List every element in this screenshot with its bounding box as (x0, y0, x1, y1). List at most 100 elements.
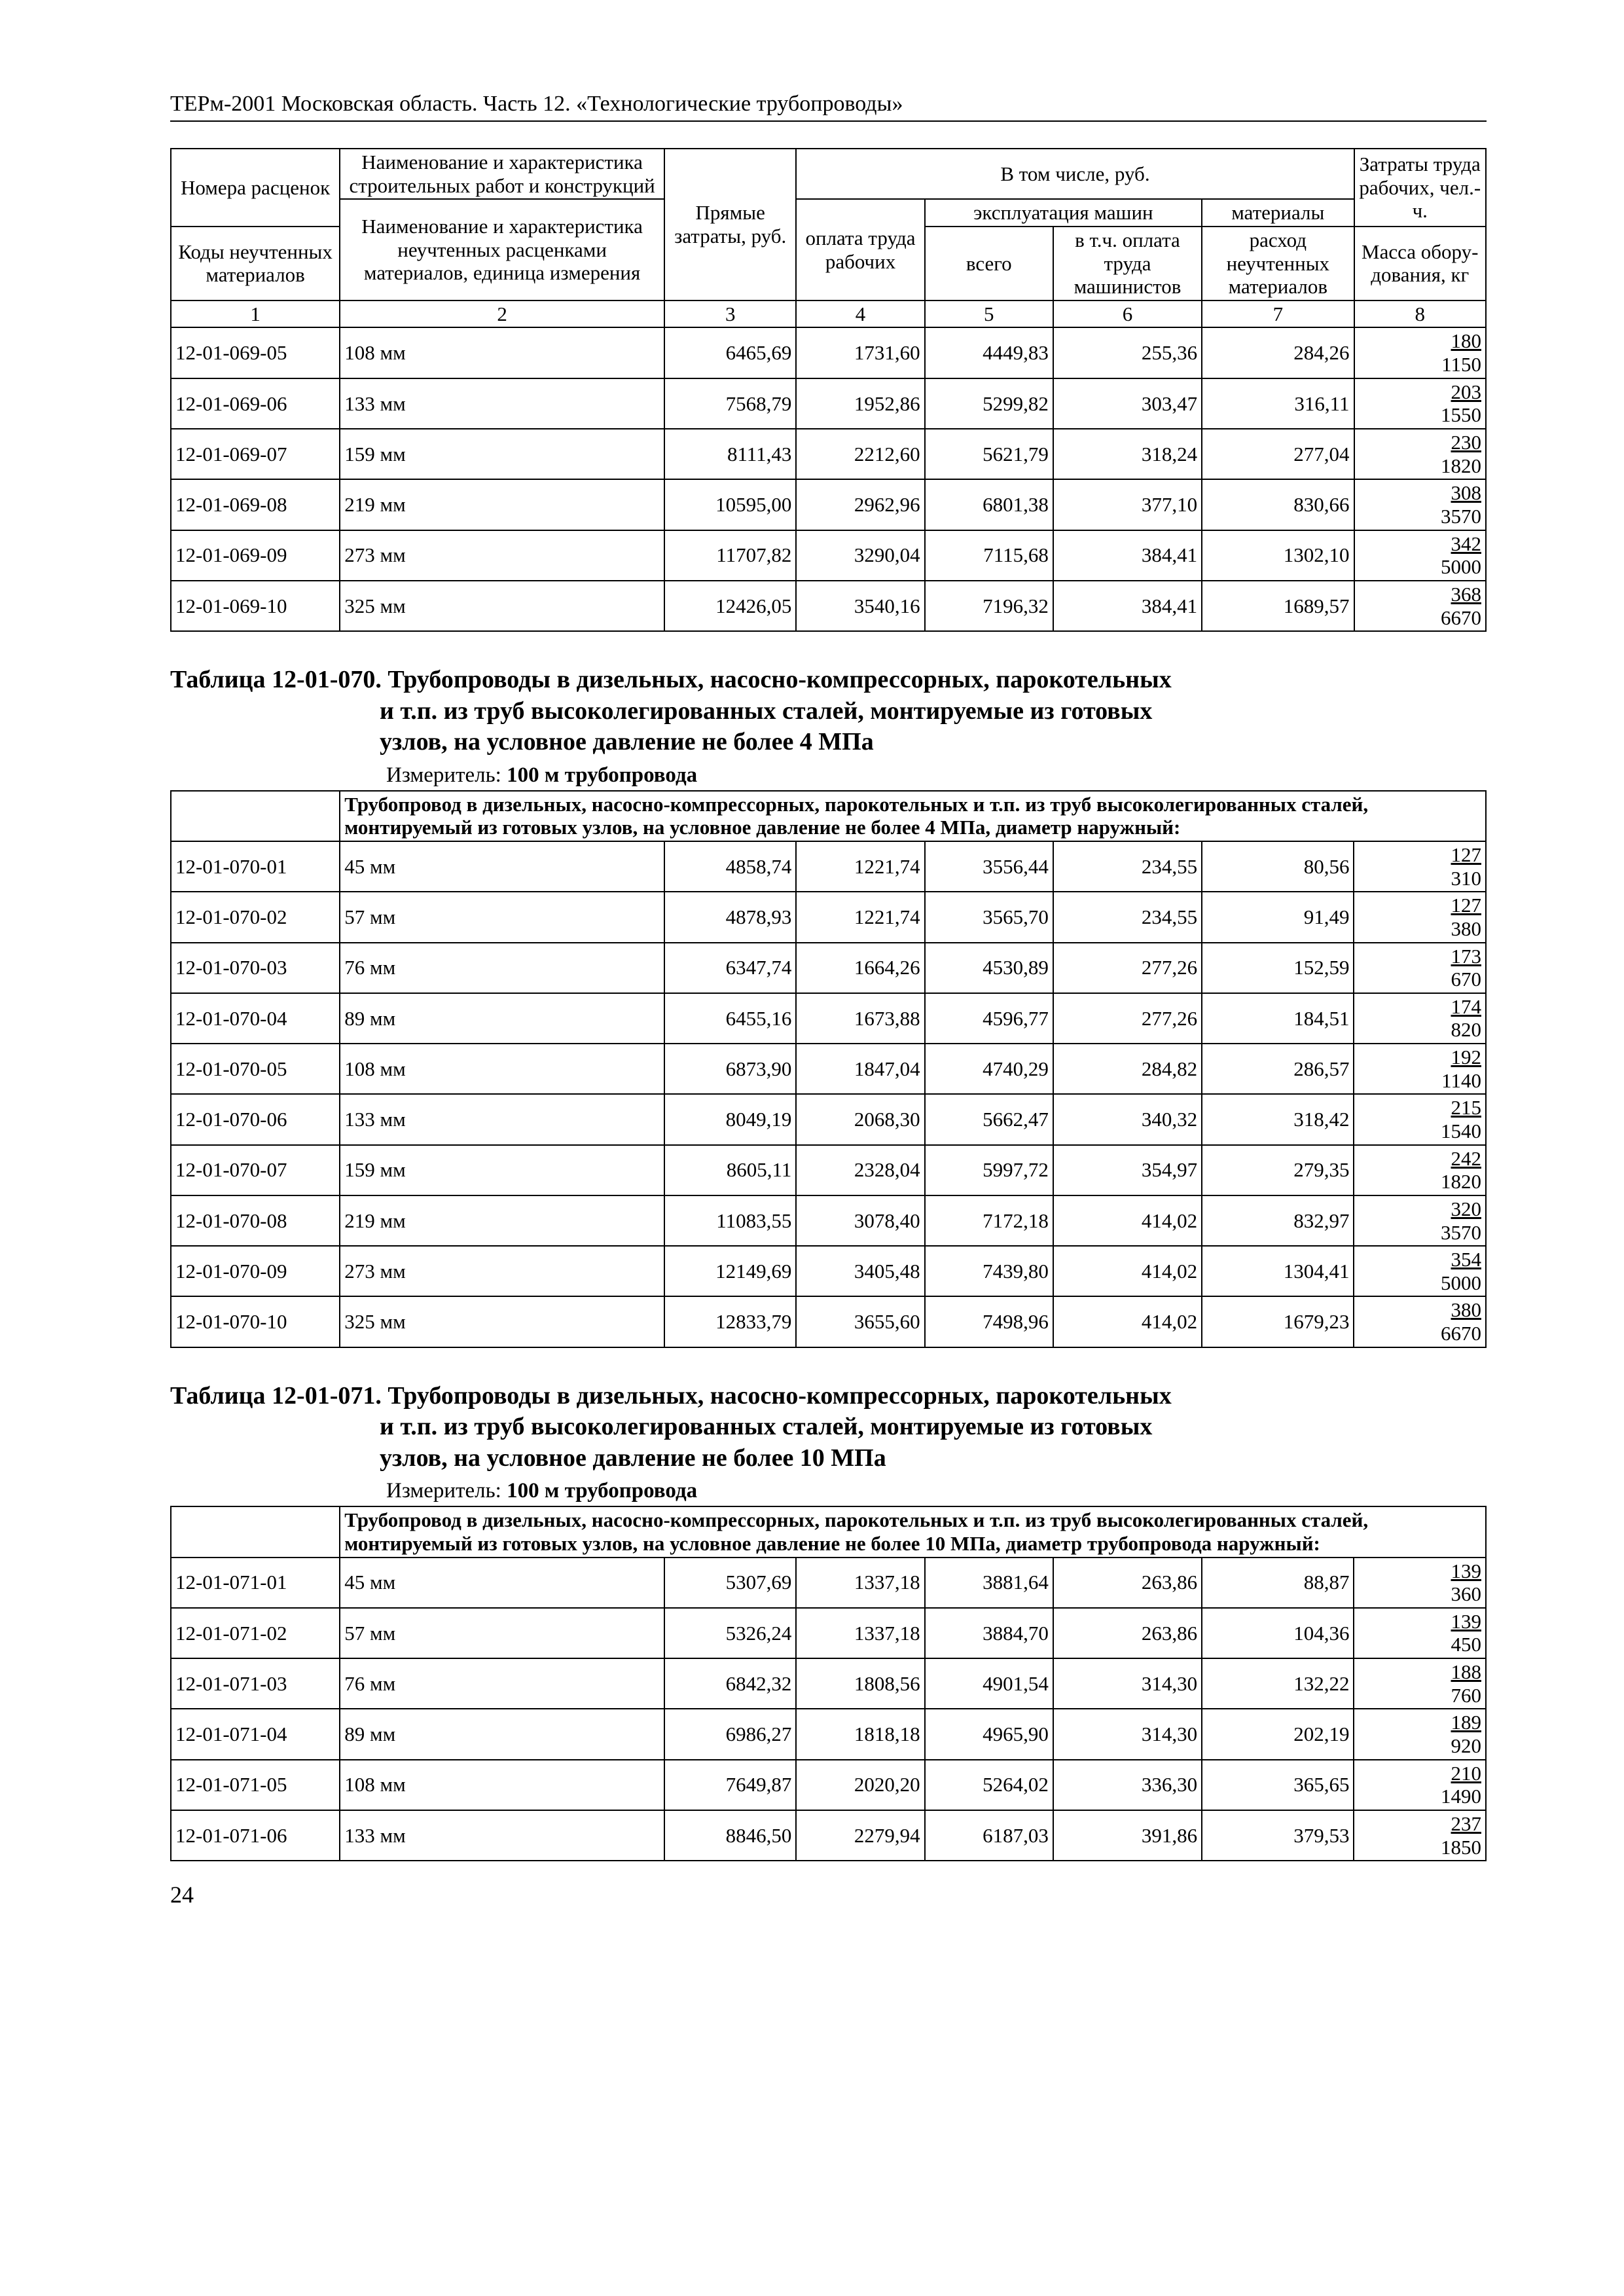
cell-c4: 2962,96 (796, 479, 924, 530)
cell-code: 12-01-069-08 (171, 479, 340, 530)
cell-c7: 152,59 (1202, 943, 1354, 993)
sec070-measure-value: 100 м трубопровода (507, 763, 697, 787)
cell-name: 273 мм (340, 1246, 664, 1296)
cell-c8: 139360 (1354, 1558, 1486, 1608)
cell-c5: 7439,80 (925, 1246, 1053, 1296)
cell-c3: 7568,79 (664, 378, 796, 429)
cell-c3: 8049,19 (664, 1094, 796, 1144)
h-mat-un: расход неучтенных материалов (1202, 227, 1354, 301)
cell-c6: 384,41 (1053, 581, 1202, 631)
table-row: 12-01-070-08219 мм11083,553078,407172,18… (171, 1195, 1486, 1246)
cell-c7: 1689,57 (1202, 581, 1354, 631)
cell-c5: 7115,68 (925, 530, 1053, 581)
cell-code: 12-01-070-09 (171, 1246, 340, 1296)
cell-c4: 1731,60 (796, 327, 924, 378)
cell-c8: 2151540 (1354, 1094, 1486, 1144)
cell-code: 12-01-069-06 (171, 378, 340, 429)
cell-code: 12-01-069-05 (171, 327, 340, 378)
cell-c3: 6455,16 (664, 993, 796, 1044)
colnum-1: 1 (171, 301, 340, 328)
cell-name: 219 мм (340, 479, 664, 530)
cell-c5: 5621,79 (925, 429, 1053, 479)
h-code-top: Номера расценок (171, 149, 340, 227)
cell-c6: 314,30 (1053, 1709, 1202, 1759)
cell-code: 12-01-071-05 (171, 1760, 340, 1810)
cell-name: 45 мм (340, 1558, 664, 1608)
h-direct: Прямые затраты, руб. (664, 149, 796, 301)
cell-c4: 3405,48 (796, 1246, 924, 1296)
cell-c7: 832,97 (1202, 1195, 1354, 1246)
sec071-measure-label: Измеритель: (386, 1479, 501, 1503)
cell-c5: 3556,44 (925, 841, 1053, 892)
cell-c6: 284,82 (1053, 1044, 1202, 1094)
cell-c5: 7498,96 (925, 1296, 1053, 1347)
cell-c6: 354,97 (1053, 1145, 1202, 1195)
cell-c3: 6465,69 (664, 327, 796, 378)
cell-c8: 188760 (1354, 1658, 1486, 1709)
cell-c5: 4740,29 (925, 1044, 1053, 1094)
cell-code: 12-01-070-04 (171, 993, 340, 1044)
cell-c7: 1304,41 (1202, 1246, 1354, 1296)
colnum-2: 2 (340, 301, 664, 328)
table-row: 12-01-069-10325 мм12426,053540,167196,32… (171, 581, 1486, 631)
cell-c3: 12149,69 (664, 1246, 796, 1296)
cell-name: 133 мм (340, 1810, 664, 1861)
cell-c6: 263,86 (1053, 1558, 1202, 1608)
running-header: ТЕРм-2001 Московская область. Часть 12. … (170, 92, 1487, 122)
cell-c5: 7172,18 (925, 1195, 1053, 1246)
sec070-desc: Трубопровод в дизельных, насосно-компрес… (340, 791, 1486, 841)
cell-code: 12-01-071-04 (171, 1709, 340, 1759)
cell-c7: 91,49 (1202, 892, 1354, 942)
cell-c8: 174820 (1354, 993, 1486, 1044)
cell-c5: 4530,89 (925, 943, 1053, 993)
sec070-title-line2: и т.п. из труб высоколегированных сталей… (170, 696, 1487, 727)
table-069: Номера расценок Наименование и характери… (170, 148, 1487, 632)
table-row: 12-01-070-0489 мм6455,161673,884596,7727… (171, 993, 1486, 1044)
cell-c8: 173670 (1354, 943, 1486, 993)
cell-name: 57 мм (340, 892, 664, 942)
cell-c3: 7649,87 (664, 1760, 796, 1810)
h-code-bot: Коды неучтенных материалов (171, 227, 340, 301)
table-row: 12-01-071-05108 мм7649,872020,205264,023… (171, 1760, 1486, 1810)
cell-c7: 379,53 (1202, 1810, 1354, 1861)
table-row: 12-01-071-0489 мм6986,271818,184965,9031… (171, 1709, 1486, 1759)
cell-c8: 3425000 (1354, 530, 1486, 581)
cell-name: 108 мм (340, 1760, 664, 1810)
cell-c4: 2068,30 (796, 1094, 924, 1144)
colnum-6: 6 (1053, 301, 1202, 328)
cell-c8: 3203570 (1354, 1195, 1486, 1246)
cell-c7: 104,36 (1202, 1608, 1354, 1658)
table-row: 12-01-070-05108 мм6873,901847,044740,292… (171, 1044, 1486, 1094)
cell-c4: 3078,40 (796, 1195, 924, 1246)
sec071-measure-value: 100 м трубопровода (507, 1479, 697, 1503)
cell-c7: 80,56 (1202, 841, 1354, 892)
cell-c6: 314,30 (1053, 1658, 1202, 1709)
cell-name: 89 мм (340, 993, 664, 1044)
table-header: Номера расценок Наименование и характери… (171, 149, 1486, 327)
h-mach: эксплуатация машин (925, 199, 1202, 227)
cell-c6: 414,02 (1053, 1246, 1202, 1296)
cell-c3: 4878,93 (664, 892, 796, 942)
cell-c3: 12426,05 (664, 581, 796, 631)
cell-c5: 3881,64 (925, 1558, 1053, 1608)
cell-c4: 1664,26 (796, 943, 924, 993)
cell-c3: 6347,74 (664, 943, 796, 993)
cell-c3: 5326,24 (664, 1608, 796, 1658)
cell-c6: 277,26 (1053, 943, 1202, 993)
table-row: 12-01-070-07159 мм8605,112328,045997,723… (171, 1145, 1486, 1195)
cell-name: 76 мм (340, 1658, 664, 1709)
cell-code: 12-01-070-01 (171, 841, 340, 892)
sec071-measure: Измеритель: 100 м трубопровода (386, 1479, 1487, 1503)
cell-code: 12-01-070-08 (171, 1195, 340, 1246)
table-row: 12-01-070-0257 мм4878,931221,743565,7023… (171, 892, 1486, 942)
h-mat: материалы (1202, 199, 1354, 227)
h-incl: В том числе, руб. (796, 149, 1354, 199)
table-row: 12-01-071-0145 мм5307,691337,183881,6426… (171, 1558, 1486, 1608)
cell-c3: 8605,11 (664, 1145, 796, 1195)
cell-c4: 3655,60 (796, 1296, 924, 1347)
cell-c7: 318,42 (1202, 1094, 1354, 1144)
cell-c3: 6842,32 (664, 1658, 796, 1709)
table-row: 12-01-069-08219 мм10595,002962,966801,38… (171, 479, 1486, 530)
cell-name: 325 мм (340, 1296, 664, 1347)
cell-c4: 2020,20 (796, 1760, 924, 1810)
